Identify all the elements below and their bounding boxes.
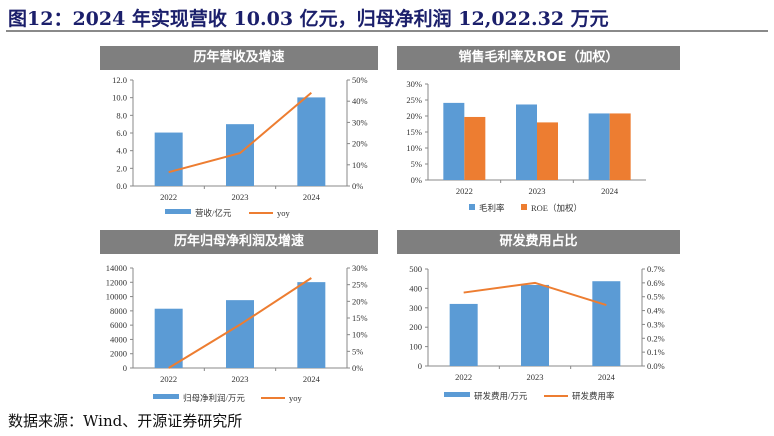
chart-3-x-tick-label: 2024 bbox=[303, 374, 321, 384]
chart-3-bar-1 bbox=[154, 308, 183, 368]
chart-1-line-1 bbox=[168, 91, 312, 174]
chart-1-x-tick-label: 2022 bbox=[160, 192, 177, 202]
chart-1-left-tick-label: 10.0 bbox=[112, 93, 127, 103]
chart-3-x-tick-label: 2023 bbox=[232, 374, 249, 384]
chart-4-bar-1 bbox=[449, 303, 478, 366]
chart-3-left-tick-label: 12000 bbox=[106, 277, 127, 287]
chart-4-right-tick-label: 0.6% bbox=[647, 278, 665, 288]
chart-1-legend-label: yoy bbox=[277, 208, 291, 218]
chart-1-bar-1 bbox=[297, 97, 326, 186]
chart-2-bar-1 bbox=[588, 113, 610, 180]
chart-1-right-tick-label: 30% bbox=[352, 117, 368, 127]
chart-1-x-tick-label: 2023 bbox=[232, 192, 249, 202]
chart-4-x-tick-label: 2023 bbox=[527, 372, 544, 382]
chart-1-bar-1 bbox=[154, 132, 183, 186]
chart-1-legend-label: 营收/亿元 bbox=[195, 208, 232, 218]
chart-3-right-tick-label: 15% bbox=[352, 313, 368, 323]
figure-title: 图12：2024 年实现营收 10.03 亿元，归母净利润 12,022.32 … bbox=[8, 8, 609, 30]
chart-4-right-tick-label: 0.7% bbox=[647, 264, 665, 274]
chart-4-left-tick-label: 500 bbox=[409, 264, 422, 274]
chart-3-bar-1 bbox=[297, 282, 326, 368]
chart-1-left-tick-label: 8.0 bbox=[116, 110, 127, 120]
chart-2-left-tick-label: 0% bbox=[411, 175, 422, 185]
chart-3-left-tick-label: 0 bbox=[123, 363, 127, 373]
chart-1-right-tick-label: 10% bbox=[352, 160, 368, 170]
chart-2-legend-swatch bbox=[469, 204, 475, 210]
chart-2-x-tick-label: 2022 bbox=[456, 186, 473, 196]
chart-1-right-tick-label: 0% bbox=[352, 181, 363, 191]
chart-4-title: 研发费用占比 bbox=[397, 230, 680, 254]
chart-1-right-tick-label: 50% bbox=[352, 75, 368, 85]
chart-3-left-tick-label: 10000 bbox=[106, 292, 127, 302]
chart-1-right-tick-label: 20% bbox=[352, 139, 368, 149]
chart-4-x-tick-label: 2024 bbox=[598, 372, 616, 382]
chart-1-left-tick-label: 0.0 bbox=[116, 181, 127, 191]
chart-3-title: 历年归母净利润及增速 bbox=[100, 230, 378, 254]
source-note: 数据来源：Wind、开源证券研究所 bbox=[8, 412, 243, 430]
chart-1-left-tick-label: 2.0 bbox=[116, 163, 127, 173]
chart-1-legend-swatch bbox=[165, 209, 191, 214]
chart-3-x-tick-label: 2022 bbox=[160, 374, 177, 384]
chart-4-right-tick-label: 0.2% bbox=[647, 333, 665, 343]
chart-2-x-tick-label: 2023 bbox=[529, 186, 546, 196]
chart-4-right-tick-label: 0.0% bbox=[647, 361, 665, 371]
chart-3-left-tick-label: 4000 bbox=[110, 334, 127, 344]
chart-2-bar-1 bbox=[516, 104, 537, 180]
chart-2-left-tick-label: 10% bbox=[406, 143, 422, 153]
chart-4-legend-label: 研发费用率 bbox=[572, 391, 615, 401]
chart-2-title: 销售毛利率及ROE（加权） bbox=[397, 46, 680, 70]
chart-3-left-tick-label: 6000 bbox=[110, 320, 127, 330]
chart-2-x-tick-label: 2024 bbox=[601, 186, 619, 196]
chart-3-right-tick-label: 0% bbox=[352, 363, 363, 373]
chart-2-bar-2 bbox=[537, 122, 558, 180]
chart-3-right-tick-label: 5% bbox=[352, 346, 363, 356]
chart-3-right-tick-label: 30% bbox=[352, 263, 368, 273]
chart-2-bar-1 bbox=[443, 102, 465, 180]
chart-1-x-tick-label: 2024 bbox=[303, 192, 321, 202]
chart-3-bar-1 bbox=[226, 300, 254, 368]
chart-1-left-tick-label: 4.0 bbox=[116, 146, 127, 156]
chart-3-legend-swatch bbox=[153, 394, 179, 399]
chart-4-line-1 bbox=[463, 281, 607, 306]
chart-3-legend-label: yoy bbox=[289, 393, 303, 403]
chart-1-left-tick-label: 12.0 bbox=[112, 75, 127, 85]
chart-1-left-tick-label: 6.0 bbox=[116, 128, 127, 138]
chart-4-x-tick-label: 2022 bbox=[455, 372, 472, 382]
chart-2-left-tick-label: 30% bbox=[406, 79, 422, 89]
chart-4-left-tick-label: 100 bbox=[409, 342, 422, 352]
chart-4-left-tick-label: 400 bbox=[409, 283, 422, 293]
chart-2-left-tick-label: 25% bbox=[406, 95, 422, 105]
chart-4-right-tick-label: 0.5% bbox=[647, 292, 665, 302]
chart-3-right-tick-label: 20% bbox=[352, 296, 368, 306]
chart-4-bar-1 bbox=[521, 284, 549, 366]
chart-2-legend-label: 毛利率 bbox=[479, 203, 505, 213]
chart-3-left-tick-label: 2000 bbox=[110, 349, 127, 359]
chart-2-legend-swatch bbox=[521, 204, 527, 210]
chart-1-title: 历年营收及增速 bbox=[100, 46, 378, 70]
chart-2-bar-2 bbox=[464, 116, 486, 180]
chart-4-legend-swatch bbox=[444, 392, 470, 397]
chart-3-left-tick-label: 8000 bbox=[110, 306, 127, 316]
chart-3-right-tick-label: 10% bbox=[352, 330, 368, 340]
chart-3-left-tick-label: 14000 bbox=[106, 263, 127, 273]
chart-3-legend-label: 归母净利润/万元 bbox=[183, 393, 245, 403]
title-divider bbox=[6, 30, 768, 32]
chart-4-legend-label: 研发费用/万元 bbox=[474, 391, 528, 401]
chart-1-right-tick-label: 40% bbox=[352, 96, 368, 106]
chart-3-right-tick-label: 25% bbox=[352, 280, 368, 290]
chart-2-left-tick-label: 5% bbox=[411, 159, 422, 169]
chart-4-left-tick-label: 300 bbox=[409, 303, 422, 313]
chart-4-left-tick-label: 0 bbox=[418, 361, 422, 371]
chart-4-left-tick-label: 200 bbox=[409, 322, 422, 332]
chart-3-line-1 bbox=[168, 277, 312, 369]
chart-4-right-tick-label: 0.4% bbox=[647, 306, 665, 316]
chart-4-right-tick-label: 0.1% bbox=[647, 347, 665, 357]
chart-4-bar-1 bbox=[592, 281, 621, 366]
chart-2-left-tick-label: 15% bbox=[406, 127, 422, 137]
chart-2-legend-label: ROE（加权） bbox=[531, 203, 582, 213]
chart-2-bar-2 bbox=[609, 113, 631, 180]
chart-4-right-tick-label: 0.3% bbox=[647, 319, 665, 329]
chart-2-left-tick-label: 20% bbox=[406, 111, 422, 121]
